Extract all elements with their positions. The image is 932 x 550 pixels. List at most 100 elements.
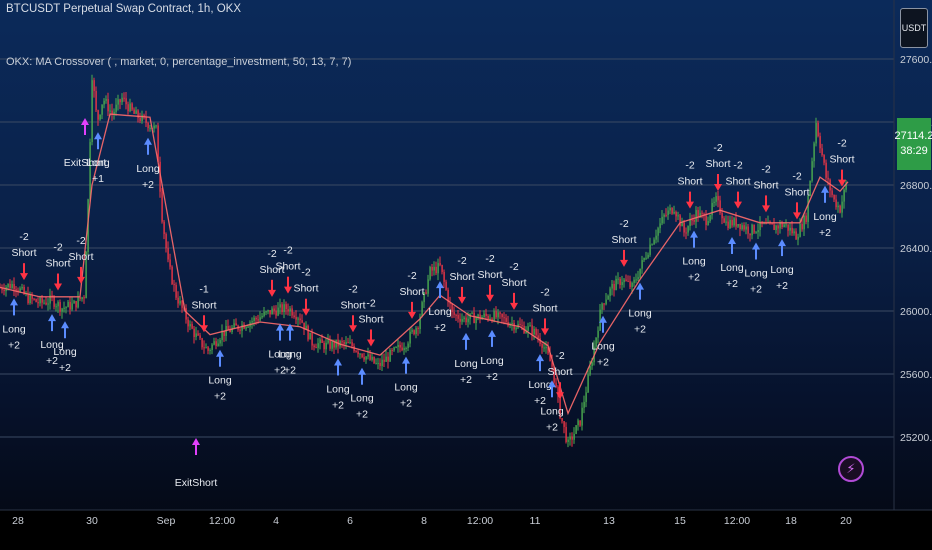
candle-body xyxy=(583,401,585,408)
candle-body xyxy=(59,302,61,312)
candle-body xyxy=(179,301,181,304)
long-signal-arrow-head xyxy=(599,315,607,323)
short-signal-label: Short xyxy=(259,264,284,276)
short-signal-arrow-head xyxy=(714,183,722,191)
x-tick-label: 12:00 xyxy=(724,515,750,527)
candle-body xyxy=(235,323,237,326)
candle-body xyxy=(371,356,373,360)
candle-body xyxy=(185,308,187,320)
long-signal-qty: +2 xyxy=(726,278,738,290)
candle-body xyxy=(43,302,45,304)
candle-body xyxy=(791,227,793,234)
candle-body xyxy=(285,304,287,310)
candle-body xyxy=(495,311,497,318)
long-signal-label: Long xyxy=(208,375,232,387)
lightning-icon[interactable]: ⚡ xyxy=(838,456,864,482)
candle-body xyxy=(697,210,699,218)
candle-body xyxy=(261,315,263,318)
long-signal-label: Long xyxy=(528,379,552,391)
short-signal-qty: -2 xyxy=(540,286,549,298)
last-price-tag: 27114.2 38:29 xyxy=(895,118,932,170)
candle-body xyxy=(91,80,93,143)
candle-body xyxy=(221,331,223,341)
candle-body xyxy=(483,313,485,317)
candle-body xyxy=(191,324,193,329)
candle-body xyxy=(209,350,211,352)
candle-body xyxy=(189,324,191,327)
x-tick-label: 30 xyxy=(86,515,98,527)
candle-body xyxy=(843,189,845,202)
short-signal-arrow-head xyxy=(486,294,494,302)
candle-body xyxy=(125,98,127,105)
candle-body xyxy=(529,325,531,327)
x-tick-label: 15 xyxy=(674,515,686,527)
candle-body xyxy=(693,219,695,222)
candle-body xyxy=(31,294,33,299)
candle-body xyxy=(175,284,177,298)
candle-body xyxy=(233,323,235,328)
candle-body xyxy=(639,268,641,278)
long-signal-label: Long xyxy=(326,383,350,395)
candle-body xyxy=(19,288,21,292)
candle-body xyxy=(89,142,91,200)
candle-body xyxy=(625,279,627,281)
candle-body xyxy=(713,201,715,203)
candle-body xyxy=(607,295,609,300)
candle-body xyxy=(115,104,117,112)
candle-body xyxy=(573,433,575,440)
candle-body xyxy=(21,286,23,289)
candle-body xyxy=(663,214,665,217)
candle-body xyxy=(407,343,409,348)
short-signal-label: Short xyxy=(784,186,809,198)
candle-body xyxy=(671,207,673,214)
candle-body xyxy=(169,259,171,267)
long-signal-qty: +2 xyxy=(142,179,154,191)
candle-body xyxy=(69,301,71,310)
long-signal-arrow-head xyxy=(94,132,102,140)
short-signal-label: Short xyxy=(753,179,778,191)
candle-body xyxy=(231,327,233,332)
short-signal-qty: -2 xyxy=(19,231,28,243)
indicator-legend[interactable]: OKX: MA Crossover ( , market, 0, percent… xyxy=(6,56,352,68)
y-tick-label: 26800.0 xyxy=(900,180,932,192)
x-tick-label: Sep xyxy=(157,515,176,527)
long-signal-arrow-head xyxy=(752,242,760,250)
short-signal-arrow-head xyxy=(541,328,549,336)
candle-body xyxy=(15,289,17,291)
candle-body xyxy=(215,341,217,346)
candle-body xyxy=(719,200,721,213)
candle-body xyxy=(831,190,833,195)
candle-body xyxy=(785,224,787,226)
candle-body xyxy=(611,283,613,289)
candle-body xyxy=(553,366,555,383)
candle-body xyxy=(617,278,619,280)
candle-body xyxy=(803,215,805,230)
candle-body xyxy=(45,302,47,305)
bar-countdown: 38:29 xyxy=(900,145,928,157)
chart-title: BTCUSDT Perpetual Swap Contract, 1h, OKX xyxy=(6,3,241,15)
candle-body xyxy=(281,304,283,313)
long-signal-arrow-head xyxy=(286,323,294,331)
candle-body xyxy=(149,127,151,129)
candle-body xyxy=(471,312,473,314)
candle-body xyxy=(133,109,135,114)
currency-button[interactable]: USDT xyxy=(900,8,928,48)
candle-body xyxy=(733,218,735,226)
long-signal-qty: +2 xyxy=(776,280,788,292)
candle-body xyxy=(811,161,813,181)
candle-body xyxy=(459,318,461,322)
candle-body xyxy=(393,347,395,351)
long-signal-qty: +2 xyxy=(534,395,546,407)
candle-body xyxy=(307,325,309,340)
candle-body xyxy=(265,311,267,313)
candle-body xyxy=(155,125,157,127)
candle-body xyxy=(193,328,195,338)
long-signal-label: Long xyxy=(350,393,374,405)
candle-body xyxy=(461,319,463,322)
candle-body xyxy=(841,201,843,213)
long-signal-arrow-head xyxy=(334,358,342,366)
candle-body xyxy=(777,225,779,229)
candle-body xyxy=(787,224,789,231)
y-tick-label: 26400.0 xyxy=(900,243,932,255)
